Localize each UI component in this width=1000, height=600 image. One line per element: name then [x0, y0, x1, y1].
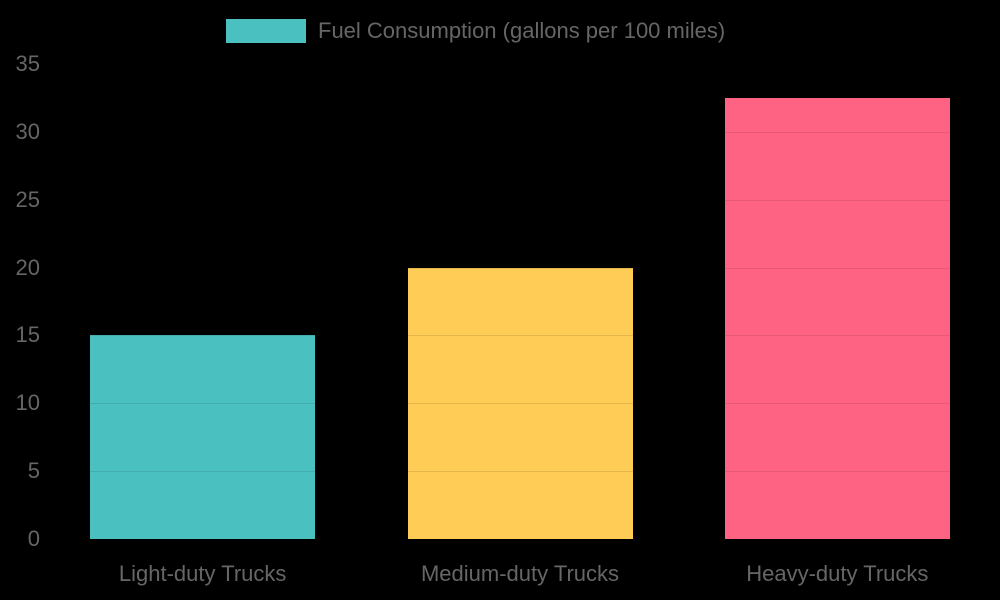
- y-axis-tick-label: 25: [15, 186, 40, 212]
- gridline: [48, 471, 1000, 473]
- gridline: [48, 335, 1000, 337]
- gridline: [48, 267, 1000, 269]
- x-axis-tick-label: Light-duty Trucks: [118, 561, 287, 586]
- y-axis-tick-label: 20: [15, 254, 40, 280]
- x-axis-tick-label: Medium-duty Trucks: [420, 561, 620, 586]
- gridline: [48, 64, 1000, 65]
- legend[interactable]: Fuel Consumption (gallons per 100 miles): [226, 18, 726, 43]
- bar-light-duty-trucks[interactable]: [90, 335, 316, 539]
- bar-medium-duty-trucks[interactable]: [407, 267, 633, 539]
- gridline: [48, 403, 1000, 405]
- y-axis-tick-label: 10: [15, 390, 40, 416]
- legend-swatch: [226, 19, 306, 43]
- y-axis-tick-label: 15: [15, 322, 40, 348]
- bar-heavy-duty-trucks[interactable]: [724, 97, 950, 539]
- y-axis-tick-label: 35: [15, 51, 40, 76]
- x-axis-tick-label: Heavy-duty Trucks: [746, 561, 929, 586]
- gridline: [48, 199, 1000, 201]
- y-axis-tick-label: 5: [27, 458, 40, 484]
- y-axis-tick-label: 0: [27, 526, 40, 551]
- y-axis-tick-label: 30: [15, 118, 40, 144]
- gridline: [48, 131, 1000, 133]
- legend-label: Fuel Consumption (gallons per 100 miles): [318, 18, 726, 43]
